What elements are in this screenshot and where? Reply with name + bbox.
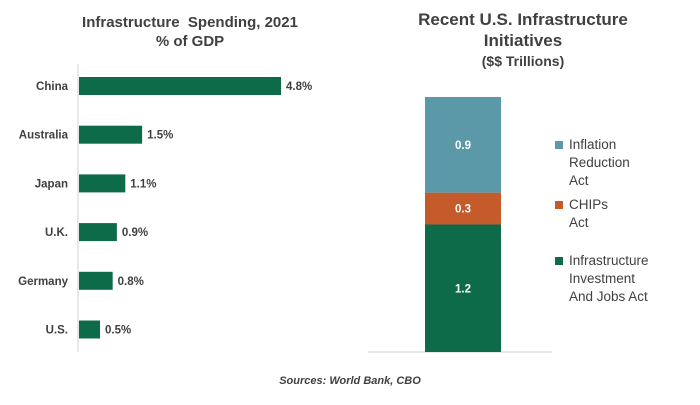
segment-value-label: 1.2 [455,283,471,295]
category-label: U.K. [45,227,68,239]
legend-swatch [555,201,563,209]
right-chart-title: Recent U.S. Infrastructure Initiatives [418,10,628,51]
legend-label: Infrastructure Investment And Jobs Act [569,252,699,306]
legend-label-line: And Jobs Act [569,289,648,304]
stack-segment-1 [425,192,501,225]
segment-value-label: 0.3 [455,204,471,216]
bar-japan [79,174,126,193]
value-label: 0.8% [118,276,144,288]
category-label: U.S. [46,325,68,337]
stack-segment-2 [425,97,501,193]
category-label: China [36,81,69,93]
legend-swatch [555,257,563,265]
legend-label-line: Reduction [569,155,630,170]
bar-china [79,77,281,95]
value-label: 1.1% [130,178,156,190]
legend-swatch [555,141,563,149]
legend-label-line: Inflation [569,137,617,152]
bar-australia [79,125,143,144]
legend-label-line: Act [569,215,589,230]
stack-segment-0 [425,224,501,352]
legend-label: Inflation Reduction Act [569,136,699,190]
legend-label-line: CHIPs [569,197,609,212]
segment-value-label: 0.9 [455,140,471,152]
category-label: Australia [19,130,69,142]
left-chart-title-text: Infrastructure Spending, 2021 [82,14,298,31]
value-label: 0.9% [122,227,148,239]
category-label: Germany [18,276,68,288]
legend-label: CHIPs Act [569,196,699,232]
value-label: 4.8% [286,81,312,93]
legend-label-line: Act [569,173,589,188]
value-label: 1.5% [147,130,173,142]
bar-germany [79,271,113,290]
right-chart-subtitle: ($$ Trillions) [481,53,565,69]
legend-label-line: Infrastructure [569,253,649,268]
bar-u-s [79,320,101,339]
value-label: 0.5% [105,325,131,337]
bar-u-k [79,223,117,242]
legend-label-line: Investment [569,271,636,286]
source-note: Sources: World Bank, CBO [279,375,421,387]
category-label: Japan [35,178,68,190]
left-chart-subtitle: % of GDP [155,32,225,50]
left-chart-title: Infrastructure Spending, 2021 % of GDP [40,14,340,52]
